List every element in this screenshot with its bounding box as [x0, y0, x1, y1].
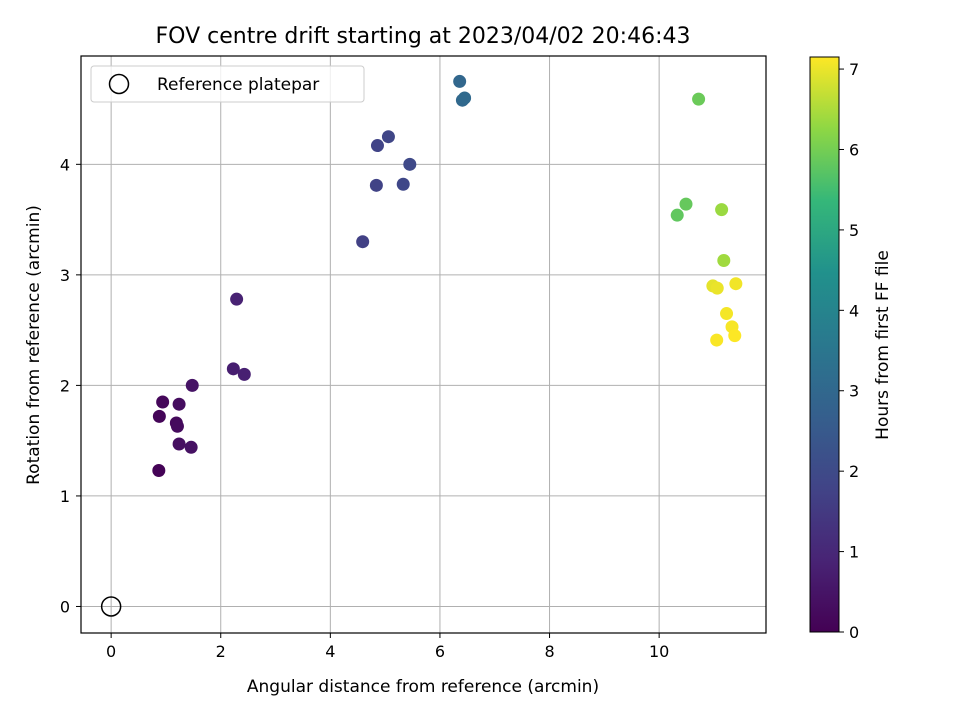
- data-point-2: [156, 395, 170, 409]
- x-tick-label: 2: [216, 642, 226, 661]
- data-point-1: [152, 409, 166, 423]
- data-point-18: [453, 74, 467, 88]
- colorbar-tick-label: 4: [849, 301, 859, 320]
- y-axis-title: Rotation from reference (arcmin): [24, 205, 44, 485]
- data-point-13: [369, 178, 383, 192]
- y-tick-label: 2: [60, 376, 70, 395]
- data-point-23: [692, 92, 706, 106]
- colorbar-gradient: [810, 57, 839, 632]
- data-point-24: [715, 203, 729, 217]
- data-point-28: [729, 277, 743, 291]
- data-point-20: [458, 91, 472, 105]
- x-tick-label: 8: [544, 642, 554, 661]
- y-tick-label: 4: [60, 155, 70, 174]
- data-point-9: [226, 362, 240, 376]
- colorbar-tick-label: 1: [849, 543, 859, 562]
- y-axis: 0 1 2 3 4: [60, 155, 81, 616]
- colorbar-tick-label: 2: [849, 462, 859, 481]
- data-point-11: [230, 292, 244, 306]
- x-tick-label: 10: [649, 642, 669, 661]
- data-point-0: [152, 464, 166, 478]
- reference-platepar-marker: [100, 596, 122, 617]
- y-tick-label: 3: [60, 266, 70, 285]
- plot-frame: [80, 55, 767, 634]
- colorbar-title: Hours from first FF file: [873, 250, 893, 440]
- data-point-25: [717, 253, 731, 267]
- legend: Reference platepar: [90, 65, 365, 103]
- colorbar: 0 1 2 3 4 5 6 7 Hours from first FF file: [809, 56, 893, 642]
- data-point-4: [170, 419, 184, 433]
- x-tick-label: 6: [435, 642, 445, 661]
- data-point-31: [710, 333, 724, 347]
- colorbar-tick-label: 6: [849, 140, 859, 159]
- data-point-6: [172, 437, 186, 451]
- data-point-29: [720, 307, 734, 321]
- legend-box: [90, 65, 365, 103]
- data-point-8: [185, 378, 199, 392]
- colorbar-frame: [809, 56, 840, 633]
- x-axis-title: Angular distance from reference (arcmin): [247, 677, 599, 697]
- colorbar-tick-label: 3: [849, 382, 859, 401]
- x-tick-label: 0: [106, 642, 116, 661]
- y-tick-label: 0: [60, 597, 70, 616]
- legend-marker-open-circle: [108, 73, 130, 95]
- data-point-14: [370, 139, 384, 153]
- data-point-12: [356, 235, 370, 249]
- data-points: [100, 74, 743, 617]
- x-tick-label: 4: [325, 642, 335, 661]
- data-point-32: [728, 329, 742, 343]
- x-axis: 0 2 4 6 8 10: [106, 633, 669, 661]
- colorbar-ticks: 0 1 2 3 4 5 6 7: [839, 60, 859, 642]
- data-point-21: [670, 208, 684, 222]
- data-point-7: [184, 440, 198, 454]
- colorbar-tick-label: 5: [849, 221, 859, 240]
- data-point-27: [710, 281, 724, 295]
- data-point-15: [381, 130, 395, 144]
- data-point-16: [396, 177, 410, 191]
- grid: [81, 56, 766, 633]
- data-point-17: [403, 157, 417, 171]
- y-tick-label: 1: [60, 487, 70, 506]
- legend-entry-reference-platepar: Reference platepar: [157, 75, 319, 95]
- data-point-22: [679, 197, 693, 211]
- chart-title: FOV centre drift starting at 2023/04/02 …: [156, 24, 691, 49]
- colorbar-tick-label: 0: [849, 623, 859, 642]
- data-point-5: [172, 397, 186, 411]
- data-point-10: [237, 367, 251, 381]
- colorbar-tick-label: 7: [849, 60, 859, 79]
